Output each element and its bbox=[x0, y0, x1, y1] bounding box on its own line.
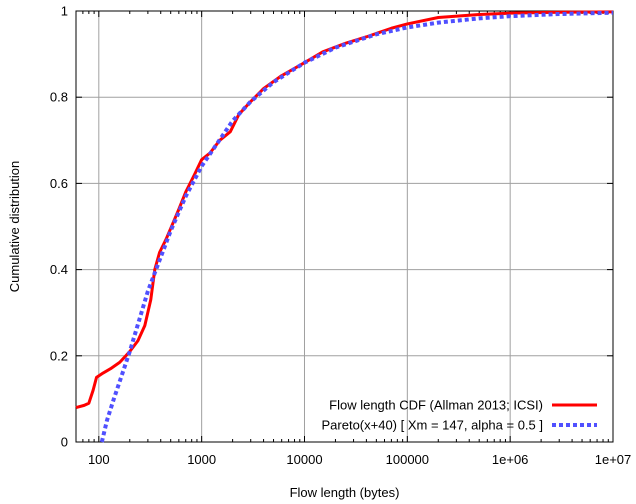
y-tick-label: 0.2 bbox=[50, 348, 68, 363]
grid bbox=[76, 11, 613, 442]
y-axis-title: Cumulative distribution bbox=[7, 161, 22, 293]
legend-label-2: Pareto(x+40) [ Xm = 147, alpha = 0.5 ] bbox=[322, 418, 544, 433]
plot-frame bbox=[75, 10, 614, 443]
x-tick-label: 1000 bbox=[187, 452, 216, 467]
y-tick-label: 0.6 bbox=[50, 176, 68, 191]
x-tick-label: 10000 bbox=[286, 452, 322, 467]
series-line-1 bbox=[75, 10, 614, 409]
series-group bbox=[75, 10, 614, 443]
x-tick-label: 1e+07 bbox=[595, 452, 632, 467]
series-line-2 bbox=[99, 10, 614, 443]
legend-label-1: Flow length CDF (Allman 2013; ICSI) bbox=[329, 398, 543, 413]
y-tick-label: 0 bbox=[61, 435, 68, 450]
x-tick-label: 1e+06 bbox=[492, 452, 529, 467]
y-tick-label: 0.8 bbox=[50, 90, 68, 105]
x-tick-label: 100000 bbox=[386, 452, 429, 467]
legend: Flow length CDF (Allman 2013; ICSI) Paret… bbox=[322, 398, 597, 433]
y-tick-label: 1 bbox=[61, 4, 68, 19]
x-tick-label: 100 bbox=[88, 452, 110, 467]
y-tick-label: 0.4 bbox=[50, 262, 68, 277]
x-axis-title: Flow length (bytes) bbox=[290, 485, 400, 500]
ticks: 0 0.2 0.4 0.6 0.8 1 100 1000 10000 100000 1e+06 1e+… bbox=[50, 4, 631, 468]
